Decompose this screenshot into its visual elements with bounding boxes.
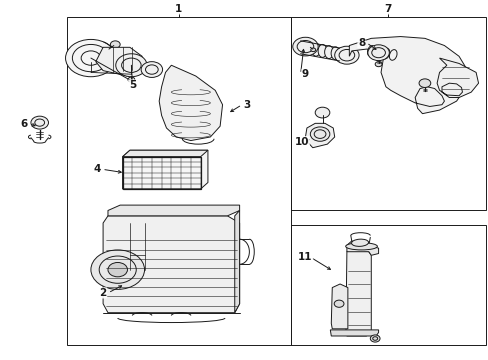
Polygon shape xyxy=(345,248,370,336)
Text: 9: 9 xyxy=(301,69,308,79)
Text: 10: 10 xyxy=(294,137,308,147)
Text: 2: 2 xyxy=(99,288,106,298)
Polygon shape xyxy=(159,65,222,140)
Circle shape xyxy=(128,77,135,82)
Circle shape xyxy=(334,46,358,64)
Ellipse shape xyxy=(311,43,320,56)
Text: 3: 3 xyxy=(243,100,250,110)
Circle shape xyxy=(91,250,144,289)
Polygon shape xyxy=(330,330,378,336)
Circle shape xyxy=(374,62,381,67)
Circle shape xyxy=(310,48,315,51)
Polygon shape xyxy=(348,37,468,114)
Polygon shape xyxy=(122,150,207,189)
Polygon shape xyxy=(346,241,378,255)
Text: 1: 1 xyxy=(175,4,182,14)
Ellipse shape xyxy=(337,48,346,61)
Circle shape xyxy=(367,45,388,60)
Text: 4: 4 xyxy=(93,164,101,174)
Circle shape xyxy=(292,37,318,56)
Circle shape xyxy=(108,262,127,277)
Text: 8: 8 xyxy=(357,38,365,48)
Circle shape xyxy=(310,127,329,141)
Circle shape xyxy=(141,62,162,77)
Polygon shape xyxy=(234,211,239,313)
Circle shape xyxy=(315,107,329,118)
Bar xyxy=(290,225,485,345)
Circle shape xyxy=(31,116,48,129)
Circle shape xyxy=(110,41,120,48)
Circle shape xyxy=(418,79,430,87)
Polygon shape xyxy=(96,47,142,76)
Polygon shape xyxy=(108,205,239,216)
Text: 7: 7 xyxy=(384,4,391,14)
Text: 11: 11 xyxy=(298,252,312,262)
Polygon shape xyxy=(103,216,239,313)
Circle shape xyxy=(369,335,379,342)
Ellipse shape xyxy=(305,42,313,55)
Ellipse shape xyxy=(345,243,377,250)
Ellipse shape xyxy=(318,44,326,57)
Bar xyxy=(66,17,290,345)
Ellipse shape xyxy=(330,47,339,60)
Circle shape xyxy=(65,40,116,77)
Circle shape xyxy=(333,300,343,307)
Circle shape xyxy=(116,54,147,77)
Polygon shape xyxy=(436,58,478,98)
Text: 5: 5 xyxy=(128,80,136,90)
Ellipse shape xyxy=(298,41,307,54)
Polygon shape xyxy=(305,123,334,148)
Polygon shape xyxy=(330,284,347,329)
Ellipse shape xyxy=(324,46,333,59)
Bar xyxy=(290,17,485,211)
Ellipse shape xyxy=(351,239,368,246)
Polygon shape xyxy=(122,150,207,157)
Text: 6: 6 xyxy=(20,119,28,129)
